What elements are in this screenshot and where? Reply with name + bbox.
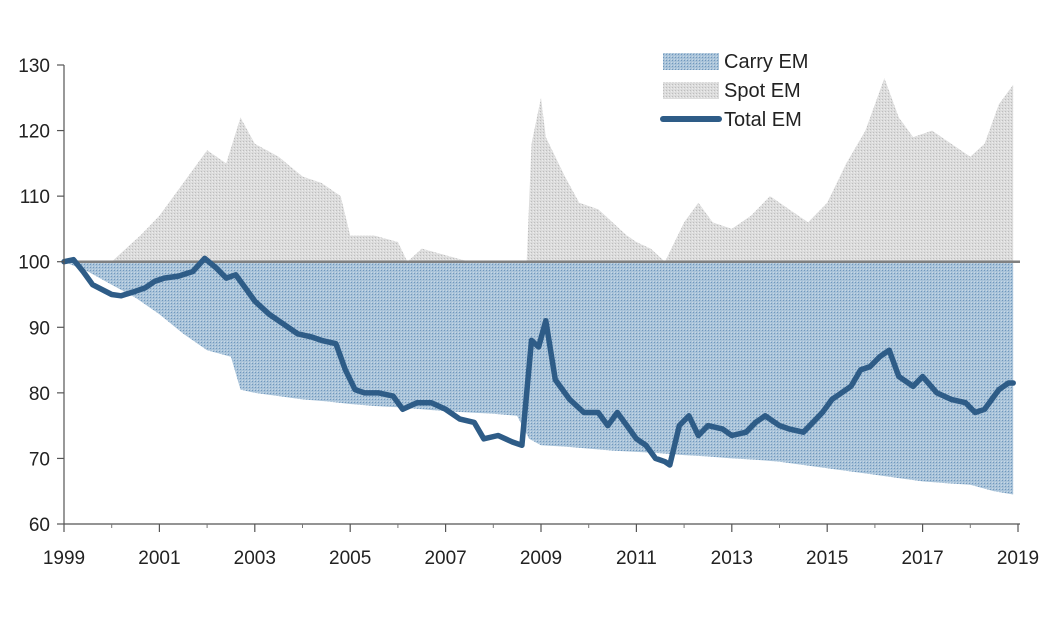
total-em-line [61,255,1016,468]
x-tick-label: 1999 [43,548,85,569]
y-tick-label: 60 [29,515,50,536]
carry-em-area [64,261,1014,495]
y-tick-label: 80 [29,384,50,405]
y-tick-label: 70 [29,449,50,470]
legend-swatch-spot [663,82,719,99]
legend-label-spot: Spot EM [724,80,801,102]
x-tick-label: 2019 [997,548,1039,569]
x-tick-label: 2007 [424,548,466,569]
y-tick-label: 110 [20,187,50,208]
x-tick-label: 2009 [520,548,562,569]
carry-area-layer [64,261,1014,495]
y-tick-label: 130 [18,56,50,77]
x-axis: 1999 2001 2003 2005 2007 2009 2011 2013 2015 2017… [43,523,1039,569]
spot-em-area [64,78,1014,262]
y-tick-label: 120 [18,122,50,143]
total-line-layer [61,255,1016,468]
legend: Carry EM Spot EM Total EM [660,51,808,131]
x-tick-label: 2017 [901,548,943,569]
spot-area-layer [64,78,1014,262]
x-tick-label: 2005 [329,548,371,569]
legend-label-carry: Carry EM [724,51,808,73]
x-tick-label: 2015 [806,548,848,569]
legend-swatch-carry [663,53,719,70]
x-tick-label: 2013 [711,548,753,569]
x-tick-label: 2003 [234,548,276,569]
y-axis: 60 70 80 90 100 110 120 130 [18,56,65,536]
x-tick-label: 2011 [616,548,657,569]
y-tick-label: 90 [29,318,50,339]
x-tick-label: 2001 [138,548,180,569]
y-tick-label: 100 [18,253,50,274]
legend-label-total: Total EM [724,109,802,131]
